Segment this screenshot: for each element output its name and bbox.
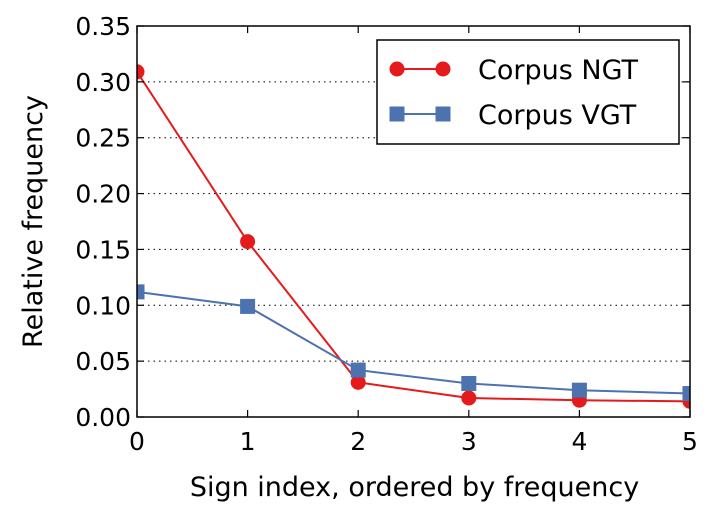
ticks: 0.00 0.05 0.10 0.15 0.20 0.25 0.30 0.35 0 1 2 3 4 5 (75, 12, 698, 456)
data-point-1-1 (240, 298, 256, 314)
x-tick-label: 5 (682, 427, 698, 456)
data-point-0-3 (461, 390, 477, 406)
legend-marker-end-0 (435, 61, 451, 77)
data-point-1-4 (571, 382, 587, 398)
data-point-1-0 (137, 284, 145, 300)
x-tick-label: 4 (571, 427, 587, 456)
x-axis-label: Sign index, ordered by frequency (190, 472, 639, 503)
legend-box (376, 39, 680, 145)
x-tick-label: 1 (240, 427, 256, 456)
data-point-0-1 (240, 234, 256, 250)
y-tick-label: 0.30 (75, 68, 131, 97)
data-point-0-0 (137, 64, 145, 80)
plot-frame (136, 25, 691, 418)
legend-item-0: Corpus NGT (389, 55, 639, 86)
series-line-0 (137, 71, 690, 403)
y-axis-label: Relative frequency (18, 95, 49, 348)
y-tick-label: 0.35 (75, 12, 131, 41)
x-tick-label: 2 (350, 427, 366, 456)
y-tick-label: 0.00 (75, 403, 131, 432)
series-line-1 (137, 290, 690, 395)
legend-label-0: Corpus NGT (478, 55, 639, 86)
data-point-1-5 (682, 386, 690, 402)
y-tick-label: 0.05 (75, 347, 131, 376)
y-tick-label: 0.25 (75, 124, 131, 153)
y-tick-label: 0.10 (75, 291, 131, 320)
data-point-1-2 (350, 362, 366, 378)
y-tick-label: 0.15 (75, 235, 131, 264)
legend-marker-end-1 (435, 106, 451, 122)
series-layer (137, 64, 690, 409)
y-tick-label: 0.20 (75, 180, 131, 209)
x-tick-label: 0 (129, 427, 145, 456)
legend-item-1: Corpus VGT (389, 100, 637, 131)
legend: Corpus NGT Corpus VGT (376, 39, 680, 145)
legend-label-1: Corpus VGT (478, 100, 637, 131)
legend-items: Corpus NGT Corpus VGT (389, 55, 639, 131)
series-1 (137, 284, 690, 402)
legend-marker-start-1 (389, 106, 405, 122)
data-point-1-3 (461, 375, 477, 391)
legend-marker-start-0 (389, 61, 405, 77)
x-tick-label: 3 (461, 427, 477, 456)
